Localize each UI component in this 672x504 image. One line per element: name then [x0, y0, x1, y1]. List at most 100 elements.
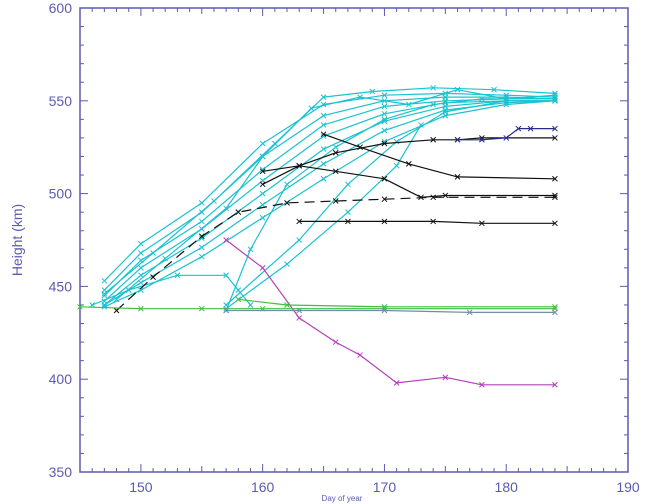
data-point — [198, 233, 205, 240]
series-8-cyan — [113, 86, 558, 303]
data-point — [552, 194, 558, 201]
data-point — [150, 250, 156, 256]
series-15-navy — [454, 125, 558, 143]
data-point — [247, 246, 254, 253]
data-point — [223, 205, 229, 212]
data-point — [552, 97, 558, 104]
data-point — [552, 90, 558, 97]
data-point — [101, 277, 108, 284]
data-point — [320, 94, 327, 100]
data-point — [271, 140, 278, 147]
data-point — [284, 200, 290, 206]
series-line — [262, 137, 555, 185]
y-tick-label: 500 — [49, 186, 73, 202]
data-point — [381, 103, 388, 110]
data-point — [442, 192, 449, 199]
y-tick-label: 600 — [49, 0, 73, 16]
data-point — [113, 307, 120, 314]
series-line — [104, 87, 555, 295]
data-point — [198, 218, 205, 225]
data-point — [259, 201, 266, 208]
data-point — [223, 237, 229, 243]
data-point — [198, 305, 205, 312]
data-point — [357, 144, 363, 151]
data-point — [198, 253, 205, 260]
series-16-black — [320, 131, 558, 182]
series-13-cyan — [89, 272, 254, 308]
data-point — [284, 181, 290, 188]
series-line — [225, 98, 555, 311]
data-point — [332, 144, 339, 151]
data-point — [332, 198, 339, 204]
data-point — [381, 140, 388, 147]
data-point — [381, 127, 388, 134]
data-point — [259, 214, 266, 221]
data-point — [332, 339, 339, 345]
axes: 350 400 450 500 550 600 150 160 170 180 190 — [49, 0, 640, 495]
data-point — [442, 109, 449, 115]
data-point — [381, 110, 388, 117]
data-point — [381, 196, 388, 203]
data-point — [259, 190, 266, 197]
data-point — [211, 198, 217, 204]
x-tick-label: 180 — [495, 479, 519, 495]
data-point — [381, 175, 388, 182]
data-point — [430, 84, 437, 91]
data-point — [405, 101, 412, 108]
data-point — [345, 209, 351, 216]
data-point — [320, 112, 327, 119]
series-23-steel — [223, 307, 558, 316]
data-point — [138, 287, 144, 293]
data-point — [284, 302, 290, 308]
data-point — [138, 305, 144, 312]
data-point — [138, 264, 144, 271]
data-point — [320, 161, 327, 167]
y-tick-label: 450 — [49, 278, 73, 294]
data-point — [405, 161, 412, 167]
series-line — [116, 196, 555, 311]
data-point — [332, 168, 339, 175]
data-point — [332, 149, 339, 156]
data-point — [430, 194, 437, 201]
data-point — [296, 218, 303, 225]
data-point — [479, 136, 485, 143]
data-point — [430, 136, 437, 143]
y-tick-label: 400 — [49, 371, 73, 387]
series-9-cyan — [101, 84, 558, 297]
data-point — [381, 118, 388, 125]
data-point — [552, 381, 558, 388]
data-point — [296, 162, 303, 169]
data-point — [552, 175, 558, 182]
series-19-black — [296, 218, 558, 227]
plot-frame — [79, 7, 629, 473]
series-line — [225, 124, 422, 310]
series-line — [116, 89, 555, 300]
data-point — [345, 181, 351, 188]
series-17-black — [259, 162, 558, 201]
series-12-cyan — [223, 122, 424, 312]
data-point — [198, 235, 205, 241]
data-point — [381, 218, 388, 225]
data-point — [479, 220, 485, 227]
series-line — [299, 220, 555, 224]
x-tick-label: 160 — [251, 479, 275, 495]
data-point — [320, 122, 327, 128]
data-point — [320, 131, 327, 138]
data-point — [150, 274, 156, 280]
data-point — [198, 244, 205, 251]
data-point — [552, 135, 558, 141]
data-point — [101, 292, 108, 299]
data-point — [479, 381, 485, 388]
data-point — [113, 296, 120, 303]
data-point — [247, 302, 254, 308]
data-point — [174, 272, 181, 279]
y-tick-label: 350 — [49, 464, 73, 480]
data-point — [198, 200, 205, 206]
data-point — [393, 138, 400, 145]
series-line — [457, 128, 555, 141]
data-point — [393, 380, 400, 386]
series-line — [225, 100, 555, 306]
data-point — [77, 303, 83, 310]
data-point — [101, 290, 108, 297]
series-line — [262, 165, 555, 198]
